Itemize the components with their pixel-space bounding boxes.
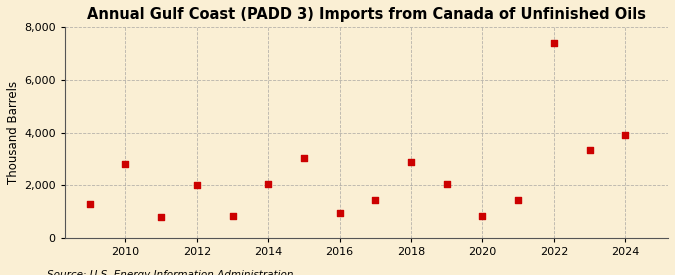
Point — [513, 198, 524, 202]
Point — [406, 160, 416, 164]
Y-axis label: Thousand Barrels: Thousand Barrels — [7, 81, 20, 184]
Point — [227, 213, 238, 218]
Point — [477, 213, 488, 218]
Title: Annual Gulf Coast (PADD 3) Imports from Canada of Unfinished Oils: Annual Gulf Coast (PADD 3) Imports from … — [87, 7, 646, 22]
Point — [370, 198, 381, 202]
Text: Source: U.S. Energy Information Administration: Source: U.S. Energy Information Administ… — [47, 271, 294, 275]
Point — [620, 133, 630, 138]
Point — [441, 182, 452, 186]
Point — [156, 215, 167, 219]
Point — [263, 182, 273, 186]
Point — [120, 162, 131, 166]
Point — [298, 155, 309, 160]
Point — [334, 211, 345, 215]
Point — [192, 183, 202, 188]
Point — [84, 202, 95, 206]
Point — [548, 41, 559, 45]
Point — [584, 148, 595, 152]
